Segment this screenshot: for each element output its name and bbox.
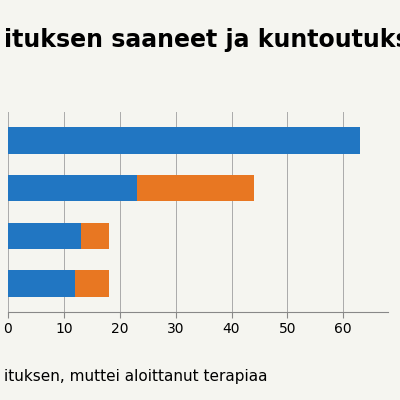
Text: ituksen saaneet ja kuntoutuksen: ituksen saaneet ja kuntoutuksen <box>4 28 400 52</box>
Bar <box>81 223 108 249</box>
Bar <box>8 128 360 154</box>
Bar <box>8 175 136 201</box>
Bar <box>8 223 81 249</box>
Bar <box>136 175 254 201</box>
Bar <box>8 270 75 296</box>
Text: ituksen, muttei aloittanut terapiaa: ituksen, muttei aloittanut terapiaa <box>4 369 268 384</box>
Bar <box>75 270 108 296</box>
